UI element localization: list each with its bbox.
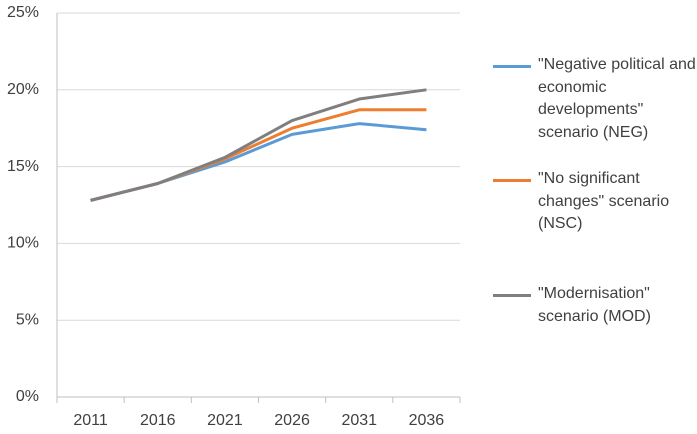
y-tick-label: 15% bbox=[7, 158, 39, 175]
legend-swatch bbox=[493, 294, 531, 297]
legend-swatch bbox=[493, 179, 531, 182]
y-tick-label: 20% bbox=[7, 81, 39, 98]
x-tick-label: 2011 bbox=[73, 412, 108, 429]
legend-label: "Negative political and economic develop… bbox=[538, 56, 696, 141]
series-line bbox=[90, 88, 427, 202]
legend-label: "Modernisation" scenario (MOD) bbox=[538, 285, 651, 325]
x-tick-label: 2021 bbox=[207, 412, 243, 429]
x-tick-label: 2036 bbox=[409, 412, 445, 429]
x-tick-label: 2031 bbox=[341, 412, 377, 429]
legend-label: "No significant changes" scenario (NSC) bbox=[538, 170, 670, 232]
x-tick-label: 2016 bbox=[140, 412, 176, 429]
legend-swatch bbox=[493, 65, 531, 68]
y-tick-label: 5% bbox=[16, 311, 39, 328]
y-tick-label: 10% bbox=[7, 235, 39, 252]
y-tick-label: 25% bbox=[7, 4, 39, 21]
x-tick-label: 2026 bbox=[274, 412, 310, 429]
y-tick-label: 0% bbox=[16, 388, 39, 405]
